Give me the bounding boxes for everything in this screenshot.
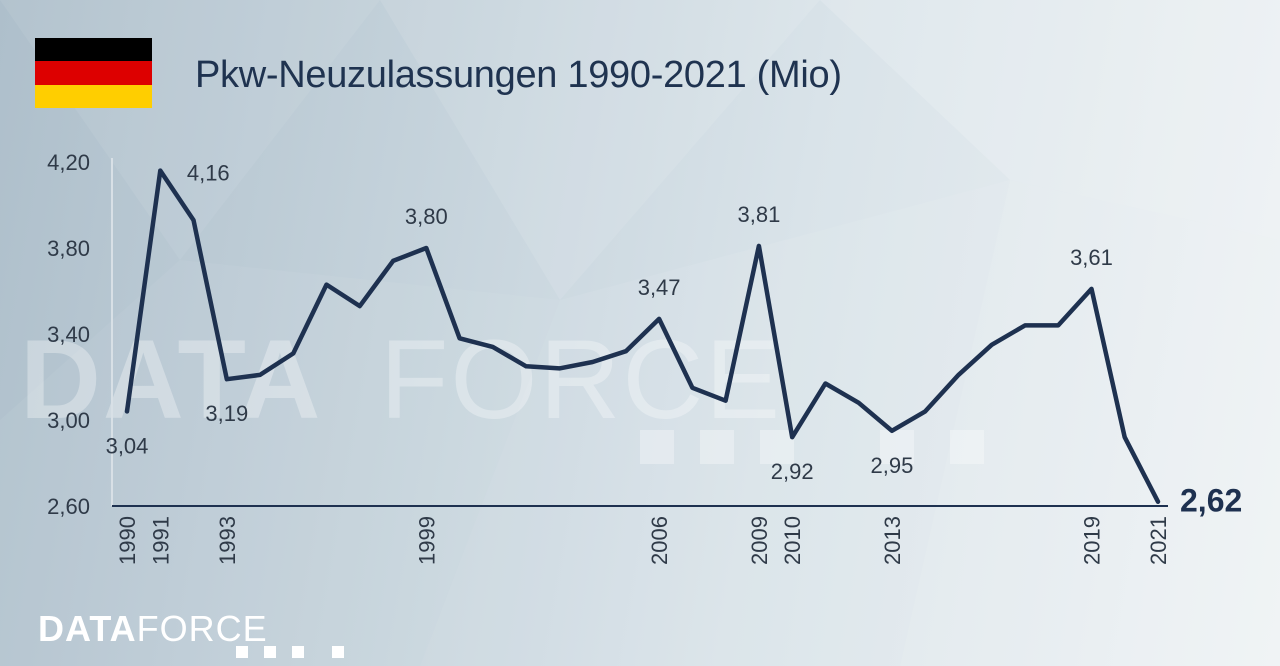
x-tick-label: 2013 (880, 516, 905, 565)
data-label: 3,19 (205, 401, 248, 426)
x-tick-label: 1990 (115, 516, 140, 565)
series-line (124, 168, 1161, 504)
y-tick-label: 3,80 (47, 236, 90, 261)
flag-stripe-gold (35, 84, 152, 108)
data-label: 2,95 (871, 453, 914, 478)
logo-light-text: FORCE (136, 608, 268, 649)
data-label: 3,47 (638, 275, 681, 300)
y-tick-label: 3,00 (47, 408, 90, 433)
x-tick-label: 2010 (780, 516, 805, 565)
watermark-dot (950, 430, 984, 464)
x-tick-label: 2019 (1079, 516, 1104, 565)
data-label: 2,92 (771, 459, 814, 484)
watermark-light: FORCE (380, 317, 782, 442)
watermark-dot (880, 430, 914, 464)
data-label: 3,61 (1070, 245, 1113, 270)
chart-title: Pkw-Neuzulassungen 1990-2021 (Mio) (195, 54, 842, 96)
logo-dots (236, 646, 356, 660)
watermark-dot (700, 430, 734, 464)
flag-stripe-black (35, 38, 152, 62)
data-label: 2,62 (1180, 483, 1242, 519)
data-label: 3,80 (405, 204, 448, 229)
watermark-dot (640, 430, 674, 464)
y-tick-label: 4,20 (47, 150, 90, 175)
y-tick-label: 3,40 (47, 322, 90, 347)
x-tick-label: 1991 (148, 516, 173, 565)
watermark-bold: DATA (20, 317, 322, 442)
dataforce-logo: DATAFORCE (38, 608, 268, 650)
logo-bold-text: DATA (38, 608, 137, 649)
x-tick-label: 2009 (747, 516, 772, 565)
watermark-dots (640, 430, 984, 464)
watermark-dot (760, 430, 794, 464)
data-label: 3,04 (106, 433, 149, 458)
x-tick-label: 1993 (215, 516, 240, 565)
germany-flag (35, 38, 152, 108)
x-tick-label: 2021 (1146, 516, 1171, 565)
data-label: 4,16 (187, 161, 230, 186)
x-tick-label: 2006 (647, 516, 672, 565)
flag-stripe-red (35, 61, 152, 85)
x-tick-label: 1999 (414, 516, 439, 565)
data-label: 3,81 (737, 202, 780, 227)
y-tick-label: 2,60 (47, 494, 90, 519)
